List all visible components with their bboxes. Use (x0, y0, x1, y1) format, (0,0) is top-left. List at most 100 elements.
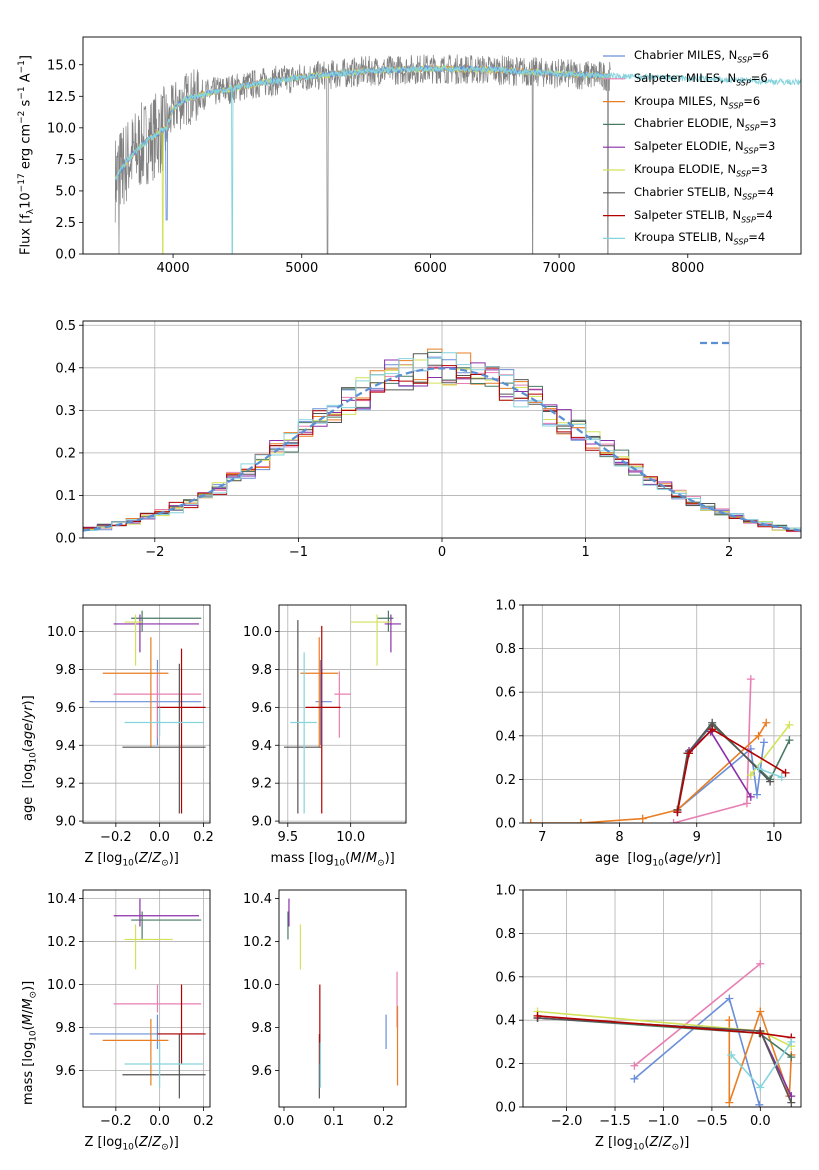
y-tick-label: 0.2 (55, 446, 76, 461)
mass-weight-line (758, 767, 782, 778)
y-tick-label: 9.6 (55, 701, 76, 716)
x-tick-label: 10.0 (336, 830, 365, 845)
mass-weight-marker (762, 718, 771, 727)
y-tick-label: 10.0 (47, 625, 76, 640)
y-tick-label: 9.8 (55, 1021, 76, 1036)
model-spectrum-line (114, 65, 611, 254)
y-tick-label: 0.5 (55, 319, 76, 334)
x-tick-label: 0.0 (274, 1114, 295, 1129)
y-tick-label: 15.0 (47, 58, 76, 73)
mass-weight-marker (752, 790, 761, 799)
mass-weight-marker (526, 819, 535, 823)
mass-weight-marker (756, 959, 765, 968)
errorbar-point (124, 707, 204, 736)
age-vs-mass-plot-area (284, 610, 401, 814)
massweight-vs-Z-axes: −2.0 −1.5 −1.0 −0.5 0.0 0.0 0.2 0.4 0.6 0.8 1.0 (495, 884, 802, 1129)
y-tick-label: 10.2 (47, 935, 76, 950)
massweight-vs-age-axes: 7 8 9 10 0.0 0.2 0.4 0.6 0.8 1.0 (495, 599, 802, 845)
axes-frame (278, 604, 407, 824)
x-tick-label: 0.0 (149, 1114, 170, 1129)
axes-frame (82, 604, 211, 824)
x-tick-label: 0.1 (323, 1114, 344, 1129)
x-tick-label: 9 (693, 830, 701, 845)
y-tick-label: 9.6 (251, 701, 272, 716)
x-axis-label: Z [log10(Z/Z⊙)] (84, 1135, 179, 1153)
y-tick-label: 9.6 (251, 1064, 272, 1079)
y-tick-label: 2.5 (55, 216, 76, 231)
x-tick-label: −0.2 (100, 1114, 132, 1129)
x-tick-label: 7 (538, 830, 546, 845)
y-tick-label: 0.6 (495, 970, 516, 985)
x-axis-label: Z [log10(Z/Z⊙)] (595, 1135, 690, 1153)
x-tick-label: −2.0 (551, 1114, 583, 1129)
residual-histogram-line (83, 352, 801, 534)
mass-weight-marker (756, 1083, 765, 1092)
model-spectrum-line (114, 64, 801, 254)
errorbar-point (113, 671, 202, 738)
massweight-vs-Z-plot-area (533, 959, 796, 1107)
x-tick-label: 0.2 (373, 1114, 394, 1129)
legend-entry: Kroupa MILES, NSSP=6 (634, 93, 761, 110)
mass-weight-marker (766, 777, 775, 786)
axes-frame (82, 36, 802, 255)
x-tick-label: 8 (615, 830, 623, 845)
y-tick-label: 9.2 (55, 777, 76, 792)
mass-weight-marker (759, 738, 768, 747)
legend-entry: Salpeter STELIB, NSSP=4 (634, 207, 773, 224)
mass-weight-line (676, 721, 771, 811)
x-tick-label: 8000 (671, 261, 704, 276)
x-tick-label: 6000 (414, 261, 447, 276)
x-tick-label: 9.5 (277, 830, 298, 845)
spectrum-plot-area (114, 54, 801, 254)
y-axis-label: Flux [fλ10−17 erg cm−2 s−1 A−1] (17, 55, 36, 255)
x-tick-label: 0.2 (193, 830, 214, 845)
y-tick-label: 1.0 (495, 599, 516, 614)
y-tick-label: 0.4 (495, 1014, 516, 1029)
x-tick-label: −1.5 (599, 1114, 631, 1129)
x-tick-label: 1 (581, 545, 589, 560)
mass-weight-marker (742, 799, 751, 808)
errorbar-point (113, 984, 202, 1013)
x-tick-label: 0.0 (149, 830, 170, 845)
y-tick-label: 0.4 (495, 729, 516, 744)
y-tick-label: 10.4 (47, 892, 76, 907)
y-tick-label: 0.0 (495, 1101, 516, 1116)
mass-weight-line (750, 724, 791, 776)
errorbar-point (157, 648, 206, 814)
mass-weight-marker (576, 819, 585, 823)
y-tick-label: 10.2 (243, 935, 272, 950)
y-tick-label: 10.0 (47, 121, 76, 136)
y-tick-label: 10.0 (243, 625, 272, 640)
residual-histogram-line (83, 365, 801, 534)
mass-weight-marker (785, 720, 794, 729)
errorbar-point (102, 1018, 169, 1086)
errorbar-point (124, 614, 143, 666)
y-tick-label: 0.8 (495, 642, 516, 657)
mass-weight-marker (746, 771, 755, 780)
mass-weight-line (537, 1017, 793, 1104)
age-vs-mass-axes: 9.5 10.0 9.0 9.2 9.4 9.6 9.8 10.0 (243, 604, 407, 845)
age-vs-Z-plot-area (89, 610, 206, 814)
mass-weight-line (530, 722, 767, 823)
mass-vs-EBV-axes: 0.0 0.1 0.2 9.6 9.8 10.0 10.2 10.4 (243, 889, 407, 1129)
mass-weight-marker (725, 1098, 734, 1107)
errorbar-point (89, 1014, 202, 1049)
mass-weight-marker (754, 764, 763, 773)
mass-vs-Z-plot-area (89, 898, 206, 1099)
y-tick-label: 0.4 (55, 361, 76, 376)
errorbar-point (157, 984, 206, 1065)
axes-frame (82, 320, 802, 539)
y-tick-label: 0.3 (55, 404, 76, 419)
mass-weight-line (676, 728, 787, 813)
x-tick-label: 10 (766, 830, 783, 845)
axes-frame (278, 889, 407, 1108)
y-tick-label: 0.8 (495, 927, 516, 942)
legend-entry: Chabrier ELODIE, NSSP=3 (634, 116, 777, 133)
spectrum-axes: 4000 5000 6000 7000 8000 0.0 2.5 5.0 7.5 10.0 12.5… (47, 36, 802, 276)
errorbar-point (122, 1033, 206, 1099)
mass-weight-marker (630, 1074, 639, 1083)
x-tick-label: 5000 (285, 261, 318, 276)
mass-weight-marker (708, 725, 717, 734)
y-tick-label: 0.0 (495, 817, 516, 832)
